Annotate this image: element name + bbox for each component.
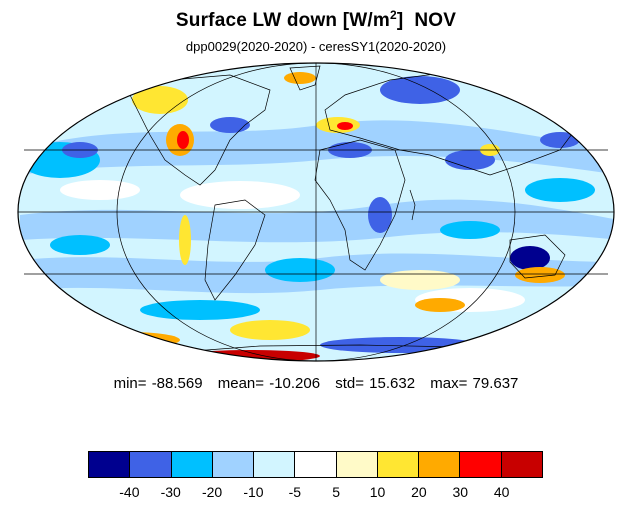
- statistics-line: min= -88.569 mean= -10.206 std= 15.632 m…: [0, 375, 632, 392]
- field-cyan-indian: [440, 221, 500, 239]
- colorbar-tick-label: 20: [411, 484, 427, 500]
- title-main: Surface LW down [W/m: [175, 10, 390, 31]
- stat-max: max= 79.637: [430, 375, 519, 392]
- coast-madagascar: [409, 189, 416, 221]
- field-cyan-west-pacific: [525, 178, 595, 202]
- coastlines: [129, 65, 576, 353]
- colorbar-tick-label: -5: [288, 484, 302, 500]
- colorbar: [88, 451, 543, 478]
- map-border: [17, 62, 615, 362]
- colorbar-swatch-10: [501, 452, 542, 477]
- colorbar-tick-label: 30: [452, 484, 469, 500]
- coast-greenland: [289, 65, 321, 91]
- colorbar-tick-label: -40: [119, 484, 140, 500]
- title-superscript: 2: [389, 8, 397, 22]
- colorbar-swatch-0: [89, 452, 131, 477]
- field-navy-australia: [510, 246, 550, 270]
- title-close: ]: [396, 10, 404, 31]
- field-orange-tasman: [515, 267, 565, 283]
- colorbar-swatch-3: [212, 452, 255, 477]
- field-white-atlantic: [180, 181, 300, 209]
- colorbar-tick-label: 40: [493, 484, 510, 500]
- coast-africa: [314, 139, 406, 271]
- coast-australia: [509, 234, 566, 279]
- colorbar-swatch-7: [377, 452, 420, 477]
- field-orange-southern: [415, 298, 465, 312]
- field-blue-central-africa: [368, 197, 392, 233]
- stat-min: min= -88.569: [113, 375, 203, 392]
- field-yellow-andes: [179, 215, 191, 265]
- coast-eurasia: [324, 71, 576, 176]
- stat-mean: mean= -10.206: [217, 375, 321, 392]
- field-cyan-south-pacific: [50, 235, 110, 255]
- coast-south-america: [204, 199, 266, 301]
- colorbar-swatch-2: [171, 452, 213, 477]
- field-blue-canada: [210, 117, 250, 133]
- field-red-europe: [337, 122, 353, 130]
- field-cyan-south-atlantic: [265, 258, 335, 282]
- field-blue-japan: [540, 132, 580, 148]
- colorbar-swatch-1: [130, 452, 172, 477]
- colorbar-tick-label: 10: [369, 484, 386, 500]
- field-pale-south-indian: [380, 270, 460, 290]
- colorbar-tick-label: -20: [201, 484, 223, 500]
- stat-std: std= 15.632: [335, 375, 416, 392]
- field-blue-siberia: [380, 76, 460, 104]
- field-blue-tibet: [445, 150, 495, 170]
- coast-north-america: [129, 74, 271, 186]
- title-month: NOV: [414, 10, 457, 31]
- colorbar-swatch-9: [460, 452, 502, 477]
- field-yellow-alaska: [132, 86, 188, 114]
- map-title: Surface LW down [W/m2] NOV: [0, 8, 632, 32]
- field-orange-far-pacific: [25, 292, 55, 308]
- map-subtitle: dpp0029(2020-2020) - ceresSY1(2020-2020): [185, 39, 447, 54]
- field-cyan-southern-ocean: [140, 300, 260, 320]
- colorbar-swatch-5: [295, 452, 337, 477]
- field-red-rockies: [177, 131, 189, 149]
- field-white-pacific: [60, 180, 140, 200]
- mollweide-map: [17, 62, 615, 362]
- colorbar-tick-label: -10: [243, 484, 264, 500]
- colorbar-swatch-8: [419, 452, 461, 477]
- colorbar-tick-label: -30: [160, 484, 181, 500]
- field-orange-greenland: [284, 72, 316, 84]
- colorbar-swatch-6: [336, 452, 378, 477]
- field-yellow-weddell: [230, 320, 310, 340]
- colorbar-tick-label: 5: [332, 484, 341, 500]
- colorbar-swatch-4: [254, 452, 296, 477]
